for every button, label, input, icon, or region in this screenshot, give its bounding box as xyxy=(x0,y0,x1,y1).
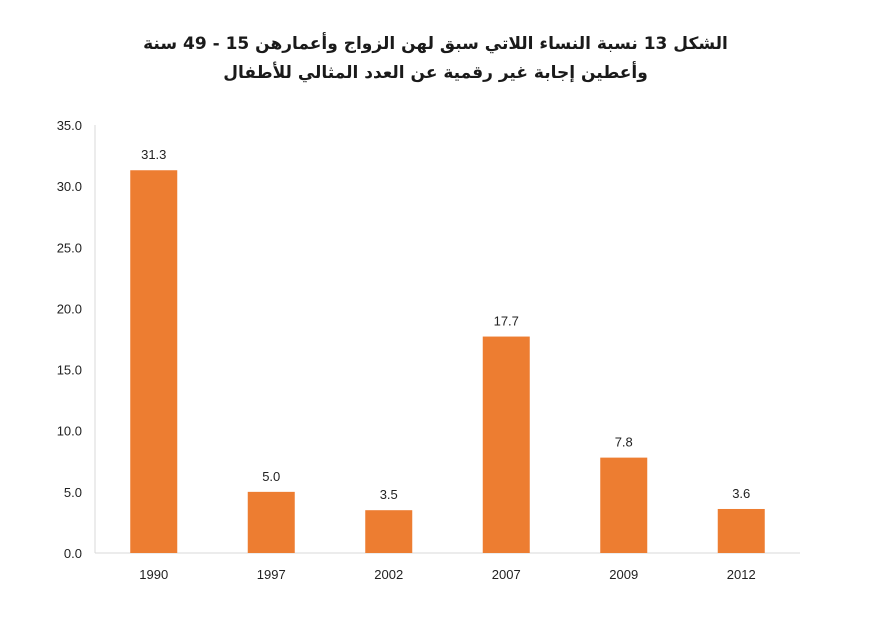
y-tick-label: 35.0 xyxy=(57,118,82,133)
x-tick-label-2012: 2012 xyxy=(727,567,756,582)
bar-2012 xyxy=(717,508,765,553)
data-label-2007: 17.7 xyxy=(494,314,519,329)
x-tick-label-2002: 2002 xyxy=(374,567,403,582)
x-tick-label-2009: 2009 xyxy=(609,567,638,582)
chart-title-line-1: الشكل 13 نسبة النساء اللاتي سبق لهن الزو… xyxy=(143,34,728,54)
bar-2002 xyxy=(365,510,413,553)
bar-2009 xyxy=(600,457,648,553)
y-tick-label: 15.0 xyxy=(57,363,82,378)
chart-title-line-2: وأعطين إجابة غير رقمية عن العدد المثالي … xyxy=(223,63,648,83)
y-tick-label: 0.0 xyxy=(64,546,82,561)
x-tick-label-2007: 2007 xyxy=(492,567,521,582)
bar-1997 xyxy=(247,491,295,553)
x-tick-label-1997: 1997 xyxy=(257,567,286,582)
data-label-1997: 5.0 xyxy=(262,469,280,484)
x-tick-label-1990: 1990 xyxy=(139,567,168,582)
y-tick-label: 5.0 xyxy=(64,485,82,500)
y-tick-label: 10.0 xyxy=(57,424,82,439)
data-label-2012: 3.6 xyxy=(732,486,750,501)
bar-2007 xyxy=(482,336,530,553)
y-tick-label: 20.0 xyxy=(57,301,82,316)
bar-1990 xyxy=(130,170,178,553)
data-label-1990: 31.3 xyxy=(141,147,166,162)
data-label-2002: 3.5 xyxy=(380,487,398,502)
y-tick-label: 25.0 xyxy=(57,240,82,255)
data-label-2009: 7.8 xyxy=(615,435,633,450)
y-tick-label: 30.0 xyxy=(57,179,82,194)
